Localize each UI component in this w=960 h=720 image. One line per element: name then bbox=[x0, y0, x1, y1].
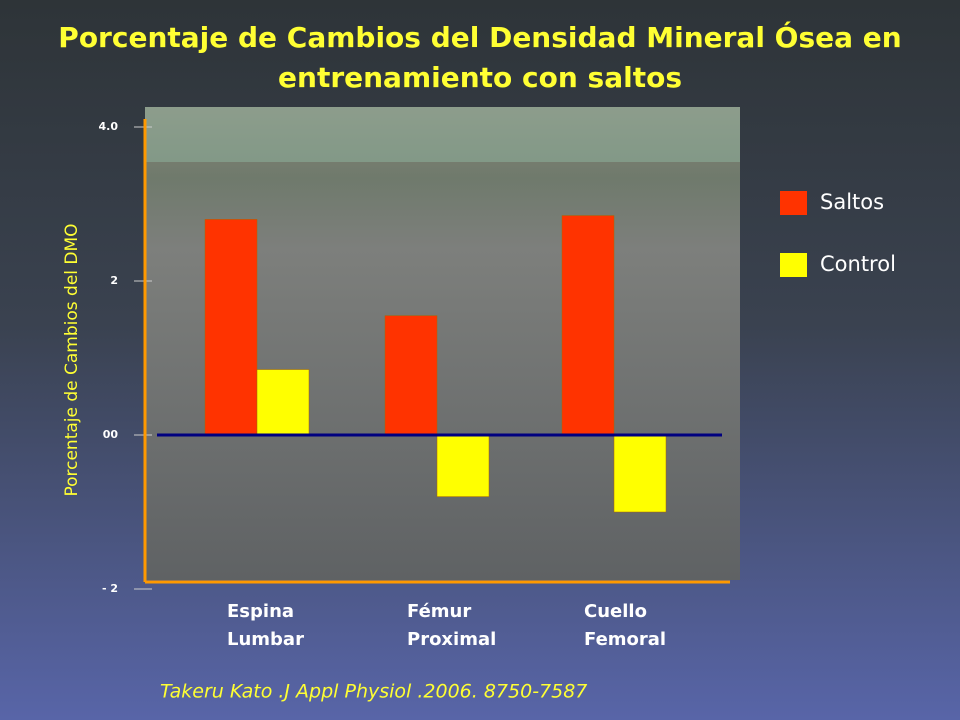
y-tick-label: 2 bbox=[110, 274, 118, 287]
legend-label: Control bbox=[820, 252, 896, 276]
legend-swatch bbox=[780, 191, 807, 215]
x-tick-label: Proximal bbox=[407, 629, 496, 650]
bar bbox=[436, 434, 490, 497]
x-tick-label: Femoral bbox=[584, 629, 666, 650]
x-tick-label: Cuello bbox=[584, 601, 647, 622]
bar bbox=[384, 315, 438, 436]
bar bbox=[561, 215, 615, 436]
bar bbox=[613, 434, 667, 513]
x-tick-label: Fémur bbox=[407, 601, 471, 622]
legend-label: Saltos bbox=[820, 190, 884, 214]
bar bbox=[204, 219, 258, 436]
chart-title: Porcentaje de Cambios del Densidad Miner… bbox=[58, 21, 902, 94]
source: Takeru Kato .J Appl Physiol .2006. 8750-… bbox=[160, 681, 587, 703]
y-tick-label: - 2 bbox=[102, 582, 118, 595]
y-tick-label: 4.0 bbox=[99, 120, 119, 133]
bar bbox=[256, 369, 310, 436]
photo-wall bbox=[145, 107, 740, 162]
y-axis-label: Porcentaje de Cambios del DMO bbox=[62, 223, 82, 496]
x-tick-label: Lumbar bbox=[227, 629, 304, 650]
x-tick-label: Espina bbox=[227, 601, 294, 622]
y-tick-label: 00 bbox=[103, 428, 119, 441]
legend-swatch bbox=[780, 253, 807, 277]
